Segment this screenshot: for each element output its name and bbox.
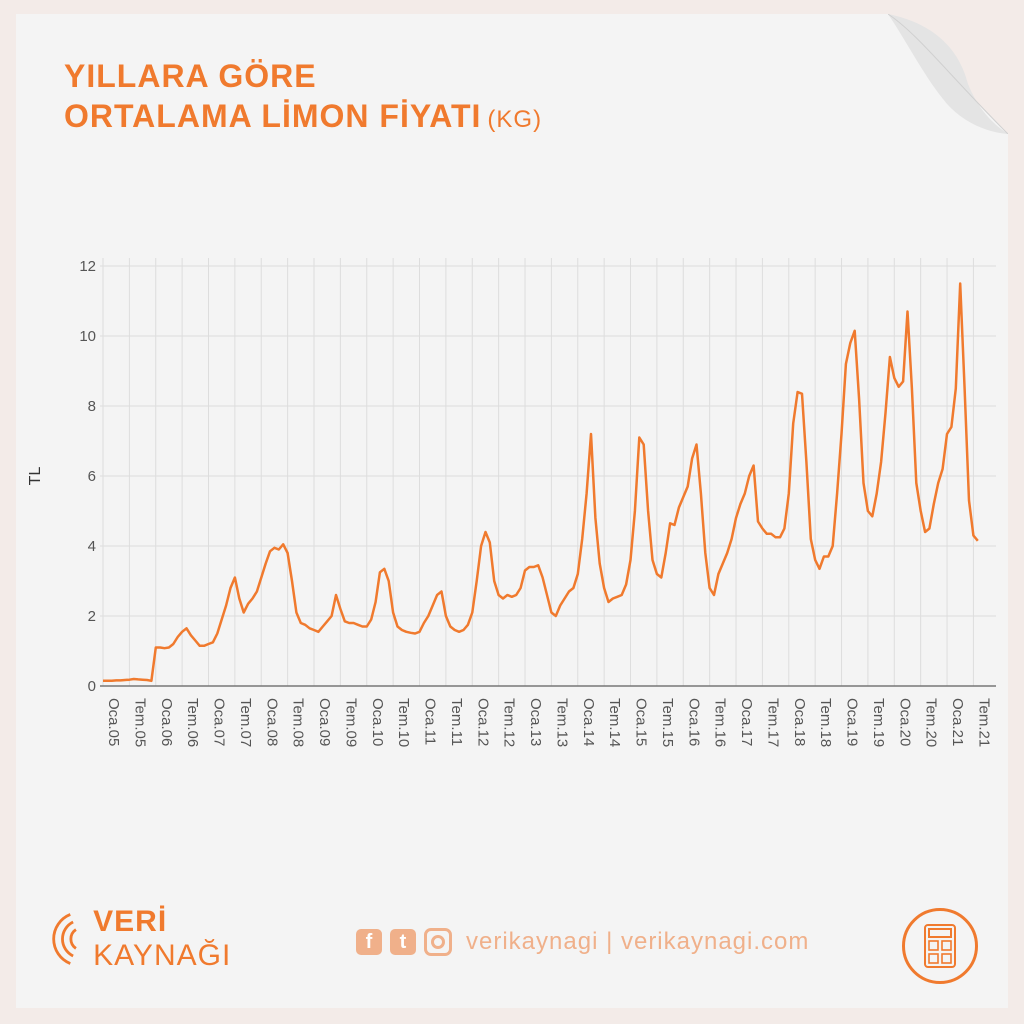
brand-name: VERİ KAYNAĞI	[93, 905, 302, 973]
x-tick-label: Tem.20	[923, 698, 940, 747]
facebook-icon[interactable]: f	[356, 929, 382, 955]
x-tick-label: Tem.21	[975, 698, 992, 747]
calculator-icon	[902, 908, 978, 984]
series-line	[103, 282, 979, 683]
brand-name-rest: KAYNAĞI	[93, 939, 232, 972]
x-tick-label: Oca.19	[844, 698, 861, 746]
x-tick-label: Oca.13	[527, 698, 544, 746]
x-tick-label: Oca.09	[316, 698, 333, 746]
x-tick-label: Tem.09	[342, 698, 359, 747]
x-tick-label: Oca.10	[369, 698, 386, 746]
chart-title-main: ORTALAMA LİMON FİYATI	[64, 98, 482, 134]
x-tick-label: Oca.05	[105, 698, 122, 746]
x-tick-label: Tem.13	[553, 698, 570, 747]
chart-title-unit: (KG)	[487, 106, 543, 133]
x-tick-label: Oca.14	[580, 698, 597, 746]
x-tick-label: Tem.14	[606, 698, 623, 747]
paper-background	[16, 14, 1008, 1008]
x-tick-label: Oca.18	[791, 698, 808, 746]
x-tick-label: Tem.16	[712, 698, 729, 747]
x-tick-label: Tem.12	[501, 698, 518, 747]
x-tick-label: Oca.21	[949, 698, 966, 746]
y-tick-label: 4	[88, 538, 96, 555]
y-tick-label: 6	[88, 468, 96, 485]
brand-name-bold: VERİ	[93, 905, 168, 938]
x-tick-label: Tem.18	[817, 698, 834, 747]
x-tick-label: Oca.16	[685, 698, 702, 746]
social-handle[interactable]: verikaynagi | verikaynagi.com	[466, 928, 810, 955]
x-tick-label: Oca.06	[158, 698, 175, 746]
y-tick-label: 12	[79, 258, 96, 275]
y-tick-label: 0	[88, 678, 96, 695]
chart-title-line2: ORTALAMA LİMON FİYATI (KG)	[64, 98, 542, 135]
x-tick-label: Oca.20	[896, 698, 913, 746]
x-tick-label: Oca.07	[211, 698, 228, 746]
line-chart: Oca.05 Tem.05 Oca.06 Tem.06 Oca.07 Tem.07 Oca.…	[27, 258, 996, 747]
social-bar: f t verikaynagi | verikaynagi.com	[356, 922, 809, 962]
twitter-icon[interactable]: t	[390, 929, 416, 955]
x-tick-label: Oca.17	[738, 698, 755, 746]
instagram-icon[interactable]	[424, 928, 452, 956]
y-tick-label: 8	[88, 398, 96, 415]
y-axis-label: TL	[27, 467, 44, 486]
x-tick-label: Tem.06	[184, 698, 201, 747]
signal-arcs-icon	[52, 913, 77, 965]
x-tick-label: Oca.08	[263, 698, 280, 746]
x-tick-label: Tem.11	[448, 698, 465, 746]
y-tick-label: 2	[88, 608, 96, 625]
x-tick-label: Tem.17	[764, 698, 781, 747]
x-tick-label: Oca.11	[422, 698, 439, 745]
x-tick-label: Tem.10	[395, 698, 412, 747]
x-tick-label: Tem.07	[237, 698, 254, 747]
x-tick-label: Oca.12	[474, 698, 491, 746]
x-tick-label: Oca.15	[633, 698, 650, 746]
x-tick-label: Tem.19	[870, 698, 887, 747]
brand-logo: VERİ KAYNAĞI	[42, 904, 302, 974]
y-tick-label: 10	[79, 328, 96, 345]
x-tick-label: Tem.08	[290, 698, 307, 747]
chart-title-line1: YILLARA GÖRE	[64, 58, 317, 94]
x-tick-label: Tem.15	[659, 698, 676, 747]
x-tick-label: Tem.05	[131, 698, 148, 747]
